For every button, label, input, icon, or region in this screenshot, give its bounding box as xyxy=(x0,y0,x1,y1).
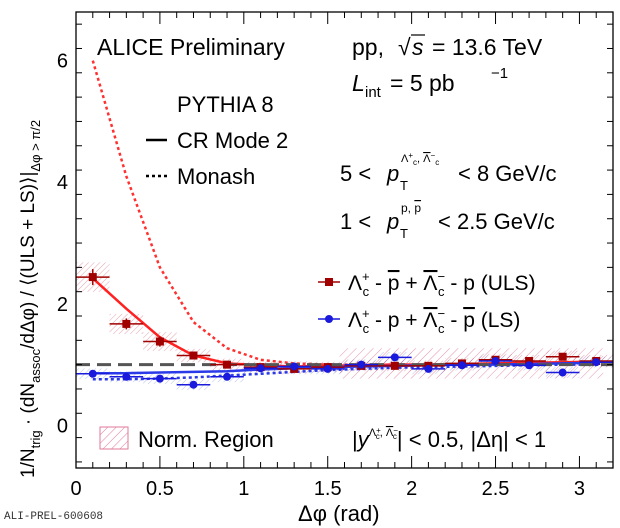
lumi-subscript: int xyxy=(365,84,382,101)
uls-data-point xyxy=(155,337,164,346)
figure-id: ALI-PREL-600608 xyxy=(4,511,104,523)
proton-pt-var: p xyxy=(386,209,399,234)
ls-data-point xyxy=(491,356,500,365)
ls-data-point xyxy=(525,361,534,370)
ls-data-point xyxy=(323,364,332,373)
ls-data-point xyxy=(290,362,299,371)
x-tick-label: 2 xyxy=(406,478,417,500)
x-tick-label: 3 xyxy=(574,478,585,500)
x-tick-label: 2.5 xyxy=(482,478,510,500)
y-axis-label: 1/Ntrig · (dNassoc/dΔφ) / ⟨(ULS + LS)⟩|Δ… xyxy=(18,120,43,478)
uls-data-point xyxy=(525,356,534,365)
legend-solid-label: CR Mode 2 xyxy=(177,128,288,153)
proton-pt-high: < 2.5 GeV/c xyxy=(438,209,555,234)
y-tick-label: 2 xyxy=(57,294,68,316)
lambda-pt-sub: T xyxy=(400,178,408,193)
x-tick-label: 1 xyxy=(238,478,249,500)
x-axis-label: Δφ (rad) xyxy=(298,501,380,526)
x-tick-label: 1.5 xyxy=(314,478,342,500)
uls-data-point xyxy=(189,351,198,360)
lambda-pt-sup: Λ+c, Λ−c xyxy=(401,151,439,167)
lumi-exponent: −1 xyxy=(491,65,508,82)
ls-data-point xyxy=(122,372,131,381)
plot-frame xyxy=(75,11,614,469)
uls-data-point xyxy=(558,352,567,361)
x-tick-label: 0 xyxy=(70,478,81,500)
legend-uls-marker xyxy=(325,278,333,286)
model-legend-title: PYTHIA 8 xyxy=(177,92,274,117)
uls-data-point xyxy=(390,361,399,370)
ls-data-point xyxy=(223,372,232,381)
ls-data-point xyxy=(155,374,164,383)
y-tick-label: 4 xyxy=(57,172,68,194)
system-label: pp, xyxy=(352,34,384,60)
ls-data-point xyxy=(424,364,433,373)
legend-ls-label: Λ+ c - p + Λ− c - p (LS) xyxy=(348,306,520,336)
experiment-label: ALICE Preliminary xyxy=(97,34,285,60)
uls-data-point xyxy=(122,319,131,328)
axis-ticks-layer: 0 0.5 1 1.5 2 2.5 3 0 2 4 6 xyxy=(57,12,614,500)
lambda-pt-low: 5 < xyxy=(340,161,371,186)
ls-data-point xyxy=(558,368,567,377)
ls-data-point xyxy=(357,360,366,369)
ls-data-point xyxy=(189,380,198,389)
data-points-layer xyxy=(76,269,613,389)
lambda-pt-high: < 8 GeV/c xyxy=(458,161,556,186)
ls-data-point xyxy=(592,358,601,367)
x-tick-label: 0.5 xyxy=(146,478,174,500)
legend-ls-marker xyxy=(325,315,333,323)
selection-label: |yΛ+ c, Λ− c| < 0.5, |Δη| < 1 xyxy=(352,426,546,452)
proton-pt-low: 1 < xyxy=(340,209,371,234)
proton-pt-sup: p, p xyxy=(401,201,421,215)
ls-data-point xyxy=(88,369,97,378)
energy-symbol: s xyxy=(412,34,424,60)
proton-pt-sub: T xyxy=(400,226,408,241)
ls-data-point xyxy=(457,361,466,370)
legend-dotted-label: Monash xyxy=(177,164,255,189)
uls-data-point xyxy=(88,273,97,282)
lumi-value: = 5 pb xyxy=(390,70,455,96)
ls-data-point xyxy=(256,364,265,373)
norm-region-legend-box xyxy=(99,426,129,450)
legend-uls-label: Λ+ c - p + Λ− c - p (ULS) xyxy=(348,269,536,299)
lambda-pt-var: p xyxy=(386,161,399,186)
ls-data-point xyxy=(390,353,399,362)
sqrt-sign: √ xyxy=(398,34,411,60)
energy-value: = 13.6 TeV xyxy=(432,34,543,60)
norm-region-legend-label: Norm. Region xyxy=(138,427,274,452)
uls-data-point xyxy=(223,360,232,369)
y-tick-label: 6 xyxy=(57,51,68,73)
y-tick-label: 0 xyxy=(57,415,68,437)
lumi-symbol: L xyxy=(352,70,365,96)
